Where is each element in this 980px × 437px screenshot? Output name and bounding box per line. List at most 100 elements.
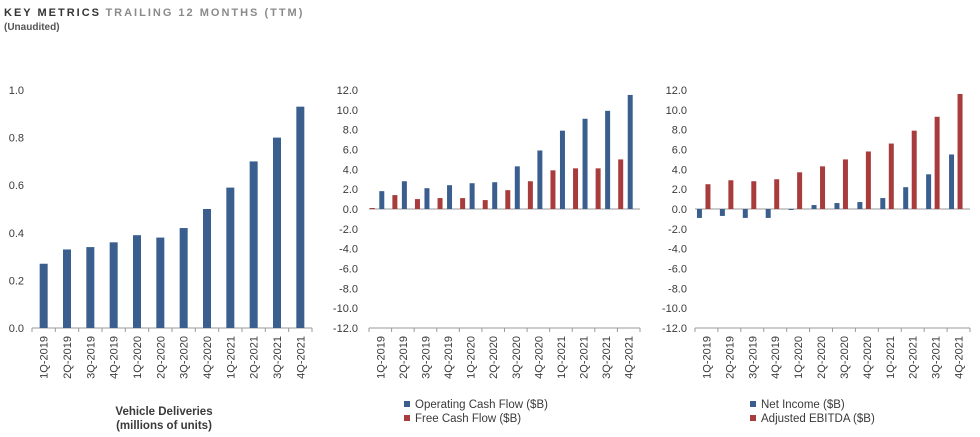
chart2-x-category-label: 1Q-2020 — [466, 336, 478, 379]
chart2-bar-series1 — [401, 181, 407, 209]
chart1-bar-series1 — [203, 209, 211, 328]
chart1-bar-series1 — [273, 137, 281, 328]
chart1-bar-series1 — [226, 187, 235, 328]
chart3-ytick-label: 2.0 — [672, 184, 687, 196]
chart2-bar-series2 — [414, 199, 420, 209]
chart2-x-category-label: 4Q-2021 — [624, 336, 636, 379]
chart3-x-category-label: 2Q-2019 — [724, 336, 736, 379]
chart2-bar-series2 — [595, 168, 601, 209]
chart2-ytick-label: 2.0 — [343, 184, 358, 196]
chart2-bar-series1 — [469, 183, 475, 209]
chart3-ytick-label: -2.0 — [668, 224, 687, 236]
chart3-ytick-label: 4.0 — [672, 164, 687, 176]
chart2-ytick-label: 0.0 — [343, 204, 358, 216]
chart3-bar-series1 — [949, 154, 955, 209]
chart3-bar-series2 — [774, 179, 780, 209]
chart2-x-category-label: 3Q-2021 — [601, 336, 613, 379]
chart3-bar-series2 — [728, 180, 734, 209]
chart3-bar-series1 — [811, 205, 817, 209]
chart3-ytick-label: -10.0 — [662, 303, 687, 315]
chart1-x-category-label: 3Q-2019 — [85, 336, 97, 379]
chart3-ytick-label: -8.0 — [668, 283, 687, 295]
chart3-bar-series1 — [926, 174, 932, 209]
chart1-x-category-label: 3Q-2021 — [272, 336, 284, 379]
chart3-bar-series2 — [865, 151, 871, 209]
chart3-bar-series1 — [696, 209, 702, 218]
chart3-x-category-label: 4Q-2021 — [954, 336, 966, 379]
chart1-ytick-label: 0.0 — [9, 323, 24, 335]
chart1-ytick-label: 0.2 — [9, 275, 24, 287]
chart2-x-category-label: 2Q-2020 — [488, 336, 500, 379]
chart2-x-category-label: 4Q-2020 — [533, 336, 545, 379]
chart2-bar-series2 — [618, 159, 624, 209]
chart1-bar-series1 — [109, 242, 118, 328]
chart3-ytick-label: 10.0 — [666, 105, 687, 117]
chart1-x-category-label: 2Q-2020 — [155, 336, 167, 379]
chart2-bar-series1 — [424, 188, 430, 209]
chart2-x-category-label: 2Q-2021 — [579, 336, 591, 379]
chart2-x-category-label: 3Q-2019 — [420, 336, 432, 379]
chart2-legend-label: Operating Cash Flow ($B) — [415, 399, 548, 411]
chart2-bar-series2 — [437, 198, 443, 209]
chart2-ytick-label: 8.0 — [343, 125, 358, 137]
header-note: (Unaudited) — [4, 22, 60, 33]
chart3-legend-swatch — [750, 401, 756, 407]
chart3-bar-series2 — [911, 130, 917, 209]
page-header: KEY METRICS TRAILING 12 MONTHS (TTM) (Un… — [4, 3, 304, 33]
chart2-bar-series2 — [505, 190, 511, 209]
chart1-bar-series1 — [133, 235, 141, 328]
chart2-bar-series1 — [537, 150, 543, 209]
chart1-bar-series1 — [39, 263, 48, 328]
chart3-x-category-label: 4Q-2019 — [770, 336, 782, 379]
chart3-bar-series2 — [888, 143, 894, 209]
chart3-x-category-label: 1Q-2020 — [793, 336, 805, 379]
chart2-bar-series2 — [392, 195, 398, 209]
chart2-ytick-label: 12.0 — [337, 85, 358, 97]
header-title-line: KEY METRICS TRAILING 12 MONTHS (TTM) — [4, 3, 304, 21]
chart3-bar-series1 — [857, 202, 863, 209]
chart2-x-category-label: 3Q-2020 — [511, 336, 523, 379]
chart2-bar-series2 — [369, 208, 375, 209]
chart3-bar-series1 — [788, 209, 794, 210]
chart3-bar-series2 — [842, 159, 848, 209]
chart1-x-category-label: 1Q-2020 — [132, 336, 144, 379]
chart3-ytick-label: 12.0 — [666, 85, 687, 97]
chart3-bar-series1 — [880, 198, 886, 209]
chart1-x-category-label: 3Q-2020 — [179, 336, 191, 379]
chart2-bar-series1 — [627, 94, 633, 209]
chart1-bar-series1 — [179, 228, 188, 328]
chart2-x-category-label: 1Q-2019 — [375, 336, 387, 379]
chart2-bar-series1 — [605, 110, 611, 209]
chart1-x-category-label: 4Q-2019 — [109, 336, 121, 379]
chart2-x-category-label: 1Q-2021 — [556, 336, 568, 379]
chart3-bar-series1 — [903, 187, 909, 209]
chart3-legend-swatch — [750, 415, 756, 421]
chart1-bar-series1 — [249, 161, 258, 328]
chart3-ytick-label: -6.0 — [668, 264, 687, 276]
chart2-bar-series2 — [550, 170, 556, 209]
chart1-ytick-label: 0.8 — [9, 133, 24, 145]
chart3-ytick-label: -4.0 — [668, 244, 687, 256]
chart2-ytick-label: -4.0 — [339, 244, 358, 256]
chart2-x-category-label: 4Q-2019 — [443, 336, 455, 379]
chart3-bar-series2 — [934, 116, 940, 209]
chart1-bar-series1 — [86, 247, 95, 328]
header-title-main: KEY METRICS — [4, 7, 101, 19]
chart3-bar-series1 — [834, 203, 840, 209]
chart3-bar-series1 — [742, 209, 748, 218]
chart2-bar-series1 — [559, 130, 565, 209]
chart2-ytick-label: -12.0 — [333, 323, 358, 335]
chart3-ytick-label: 8.0 — [672, 125, 687, 137]
header-title-sub: TRAILING 12 MONTHS (TTM) — [105, 7, 305, 19]
chart2-x-category-label: 2Q-2019 — [398, 336, 410, 379]
chart1-bar-series1 — [296, 106, 305, 328]
chart2-ytick-label: -2.0 — [339, 224, 358, 236]
chart2-ytick-label: -10.0 — [333, 303, 358, 315]
chart1-x-axis-label: Vehicle Deliveries — [115, 406, 212, 418]
chart2-ytick-label: 4.0 — [343, 164, 358, 176]
chart3-x-category-label: 1Q-2019 — [701, 336, 713, 379]
chart1-x-category-label: 4Q-2020 — [202, 336, 214, 379]
chart2-ytick-label: 6.0 — [343, 145, 358, 157]
chart1-bar-series1 — [156, 237, 165, 328]
